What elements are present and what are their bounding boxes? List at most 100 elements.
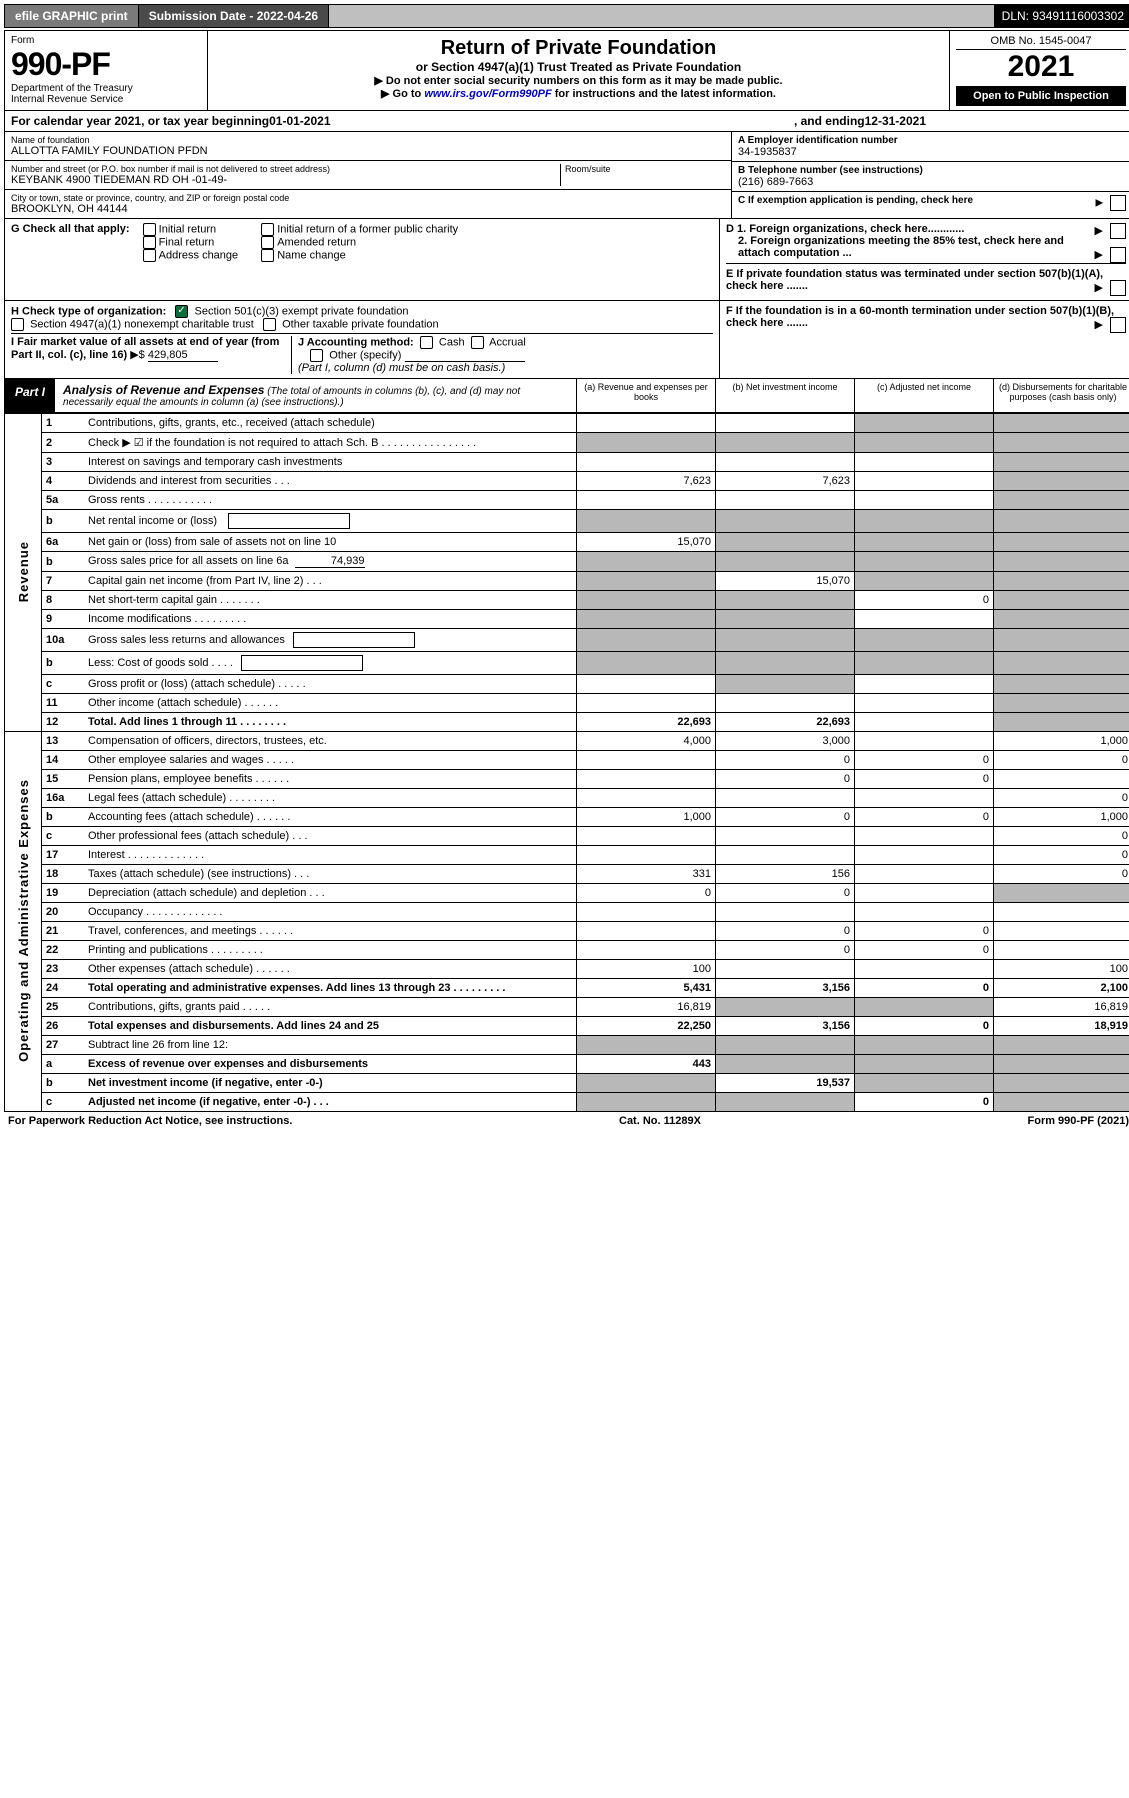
submission-date-button[interactable]: Submission Date - 2022-04-26 [139,5,329,27]
table-row: aExcess of revenue over expenses and dis… [5,1055,1129,1074]
table-row: 11Other income (attach schedule) . . . .… [5,694,1129,713]
table-row: 17Interest . . . . . . . . . . . . .0 [5,846,1129,865]
table-row: 15Pension plans, employee benefits . . .… [5,770,1129,789]
table-row: 12Total. Add lines 1 through 11 . . . . … [5,713,1129,732]
top-bar: efile GRAPHIC print Submission Date - 20… [4,4,1129,28]
address-cell: Number and street (or P.O. box number if… [5,161,731,190]
table-row: 6aNet gain or (loss) from sale of assets… [5,533,1129,552]
open-inspection-badge: Open to Public Inspection [956,86,1126,106]
table-row: 18Taxes (attach schedule) (see instructi… [5,865,1129,884]
j-accrual-checkbox[interactable] [471,336,484,349]
table-row: 7Capital gain net income (from Part IV, … [5,572,1129,591]
part1-tab: Part I [5,379,55,412]
table-row: 23Other expenses (attach schedule) . . .… [5,960,1129,979]
table-row: 27Subtract line 26 from line 12: [5,1036,1129,1055]
table-row: 5aGross rents . . . . . . . . . . . [5,491,1129,510]
table-row: 10aGross sales less returns and allowanc… [5,629,1129,652]
ein-cell: A Employer identification number 34-1935… [732,132,1129,162]
table-row: Revenue1Contributions, gifts, grants, et… [5,414,1129,433]
table-row: bNet investment income (if negative, ent… [5,1074,1129,1093]
table-row: cGross profit or (loss) (attach schedule… [5,675,1129,694]
f-label: F If the foundation is in a 60-month ter… [726,305,1114,329]
table-row: bNet rental income or (loss) [5,510,1129,533]
dln-display: DLN: 93491116003302 [994,5,1129,27]
foundation-name-cell: Name of foundation ALLOTTA FAMILY FOUNDA… [5,132,731,161]
section-h-i-j-f: H Check type of organization: Section 50… [4,301,1129,379]
table-row: 21Travel, conferences, and meetings . . … [5,922,1129,941]
submission-date-label: Submission Date - [149,9,257,23]
telephone-cell: B Telephone number (see instructions) (2… [732,162,1129,192]
exemption-pending-cell: C If exemption application is pending, c… [732,192,1129,214]
table-row: bAccounting fees (attach schedule) . . .… [5,808,1129,827]
col-d-header: (d) Disbursements for charitable purpose… [993,379,1129,412]
j-cash-checkbox[interactable] [420,336,433,349]
part1-table: Revenue1Contributions, gifts, grants, et… [4,413,1129,1112]
form-number: 990-PF [11,46,201,83]
g-address-change-checkbox[interactable] [143,249,156,262]
j-note: (Part I, column (d) must be on cash basi… [298,362,505,374]
header-mid: Return of Private Foundation or Section … [208,31,950,110]
table-row: 9Income modifications . . . . . . . . . [5,610,1129,629]
footer-catalog: Cat. No. 11289X [619,1115,701,1127]
revenue-category-label: Revenue [16,541,31,602]
g-initial-return-checkbox[interactable] [143,223,156,236]
table-row: 25Contributions, gifts, grants paid . . … [5,998,1129,1017]
tax-year: 2021 [956,50,1126,84]
form-label: Form [11,35,201,46]
i-label: I Fair market value of all assets at end… [11,336,291,374]
submission-date-value: 2022-04-26 [257,9,318,23]
footer-form: Form 990-PF (2021) [1028,1115,1129,1127]
g-final-return-checkbox[interactable] [143,236,156,249]
table-row: 24Total operating and administrative exp… [5,979,1129,998]
col-a-header: (a) Revenue and expenses per books [576,379,715,412]
g-initial-former-checkbox[interactable] [261,223,274,236]
d1-checkbox[interactable] [1110,223,1126,239]
table-row: 22Printing and publications . . . . . . … [5,941,1129,960]
table-row: Operating and Administrative Expenses13C… [5,732,1129,751]
h-label: H Check type of organization: [11,305,166,317]
header-line2: ▶ Go to www.irs.gov/Form990PF for instru… [216,87,941,100]
f-checkbox[interactable] [1110,317,1126,333]
table-row: 3Interest on savings and temporary cash … [5,453,1129,472]
efile-print-button[interactable]: efile GRAPHIC print [5,5,139,27]
i-fmv-value: 429,805 [148,349,218,362]
table-row: 8Net short-term capital gain . . . . . .… [5,591,1129,610]
form-title: Return of Private Foundation [216,37,941,60]
table-row: 2Check ▶ ☑ if the foundation is not requ… [5,433,1129,453]
h-other-taxable-checkbox[interactable] [263,318,276,331]
table-row: 4Dividends and interest from securities … [5,472,1129,491]
d2-checkbox[interactable] [1110,247,1126,263]
table-row: cAdjusted net income (if negative, enter… [5,1093,1129,1112]
topbar-spacer [329,5,994,27]
identification-block: Name of foundation ALLOTTA FAMILY FOUNDA… [4,132,1129,219]
header-right: OMB No. 1545-0047 2021 Open to Public In… [950,31,1129,110]
g-amended-return-checkbox[interactable] [261,236,274,249]
dept-label: Department of the Treasury [11,83,201,94]
table-row: bLess: Cost of goods sold . . . . [5,652,1129,675]
g-label: G Check all that apply: [11,223,130,235]
c-checkbox[interactable] [1110,195,1126,211]
g-name-change-checkbox[interactable] [261,249,274,262]
city-cell: City or town, state or province, country… [5,190,731,218]
h-501c3-checkbox[interactable] [175,305,188,318]
calendar-year-row: For calendar year 2021, or tax year begi… [4,111,1129,132]
instructions-link[interactable]: www.irs.gov/Form990PF [424,88,551,100]
table-row: 16aLegal fees (attach schedule) . . . . … [5,789,1129,808]
table-row: bGross sales price for all assets on lin… [5,552,1129,572]
col-c-header: (c) Adjusted net income [854,379,993,412]
tax-year-end: 12-31-2021 [865,114,926,128]
e-checkbox[interactable] [1110,280,1126,296]
section-g-d: G Check all that apply: Initial return F… [4,219,1129,301]
col-b-header: (b) Net investment income [715,379,854,412]
table-row: 20Occupancy . . . . . . . . . . . . . [5,903,1129,922]
j-other-checkbox[interactable] [310,349,323,362]
omb-number: OMB No. 1545-0047 [956,35,1126,50]
part1-description: Analysis of Revenue and Expenses (The to… [55,379,576,412]
footer-left: For Paperwork Reduction Act Notice, see … [8,1115,292,1127]
expenses-category-label: Operating and Administrative Expenses [16,779,31,1062]
h-4947-checkbox[interactable] [11,318,24,331]
form-subtitle: or Section 4947(a)(1) Trust Treated as P… [216,60,941,74]
table-row: 19Depreciation (attach schedule) and dep… [5,884,1129,903]
header-line1: ▶ Do not enter social security numbers o… [216,74,941,87]
tax-year-begin: 01-01-2021 [269,114,330,128]
